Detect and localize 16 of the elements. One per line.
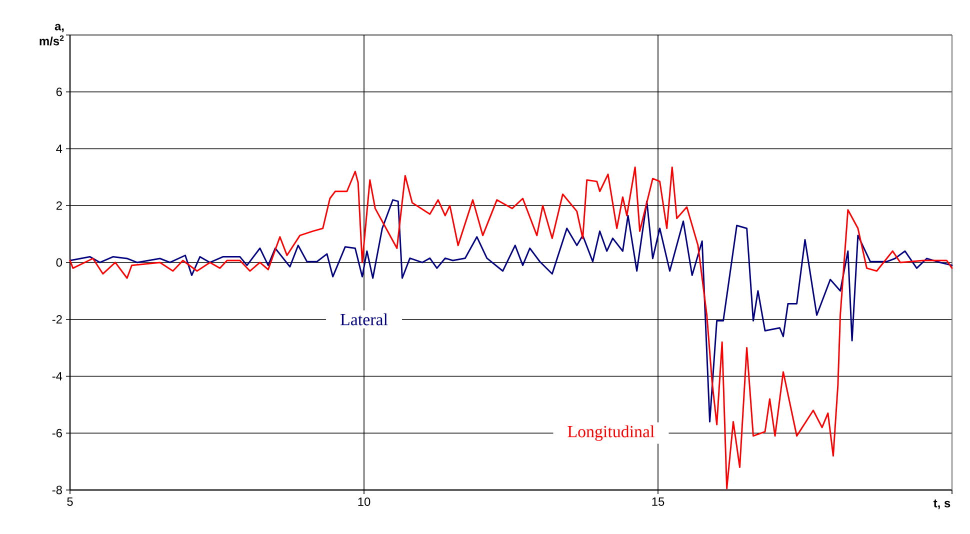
y-tick-label: -2 bbox=[52, 315, 62, 324]
x-tick-label: 10 bbox=[358, 498, 370, 506]
y-tick-label: -6 bbox=[52, 428, 62, 438]
y-tick-label: 0 bbox=[56, 258, 62, 267]
y-axis-title: a, m/s$^{2}$ bbox=[40, 24, 64, 46]
x-tick-label: 5 bbox=[67, 498, 73, 506]
y-tick-label: -8 bbox=[52, 486, 62, 494]
line-series bbox=[69, 199, 953, 422]
x-axis-title: t, s bbox=[934, 500, 950, 510]
text: Longitudinal bbox=[568, 425, 654, 441]
y-tick-label: 2 bbox=[56, 201, 62, 210]
y-tick-label: 6 bbox=[56, 88, 62, 96]
text: Lateral bbox=[340, 313, 388, 326]
y-tick-label: 4 bbox=[56, 144, 62, 153]
y-tick-label: -4 bbox=[52, 372, 62, 380]
x-tick-label: 15 bbox=[652, 498, 664, 506]
